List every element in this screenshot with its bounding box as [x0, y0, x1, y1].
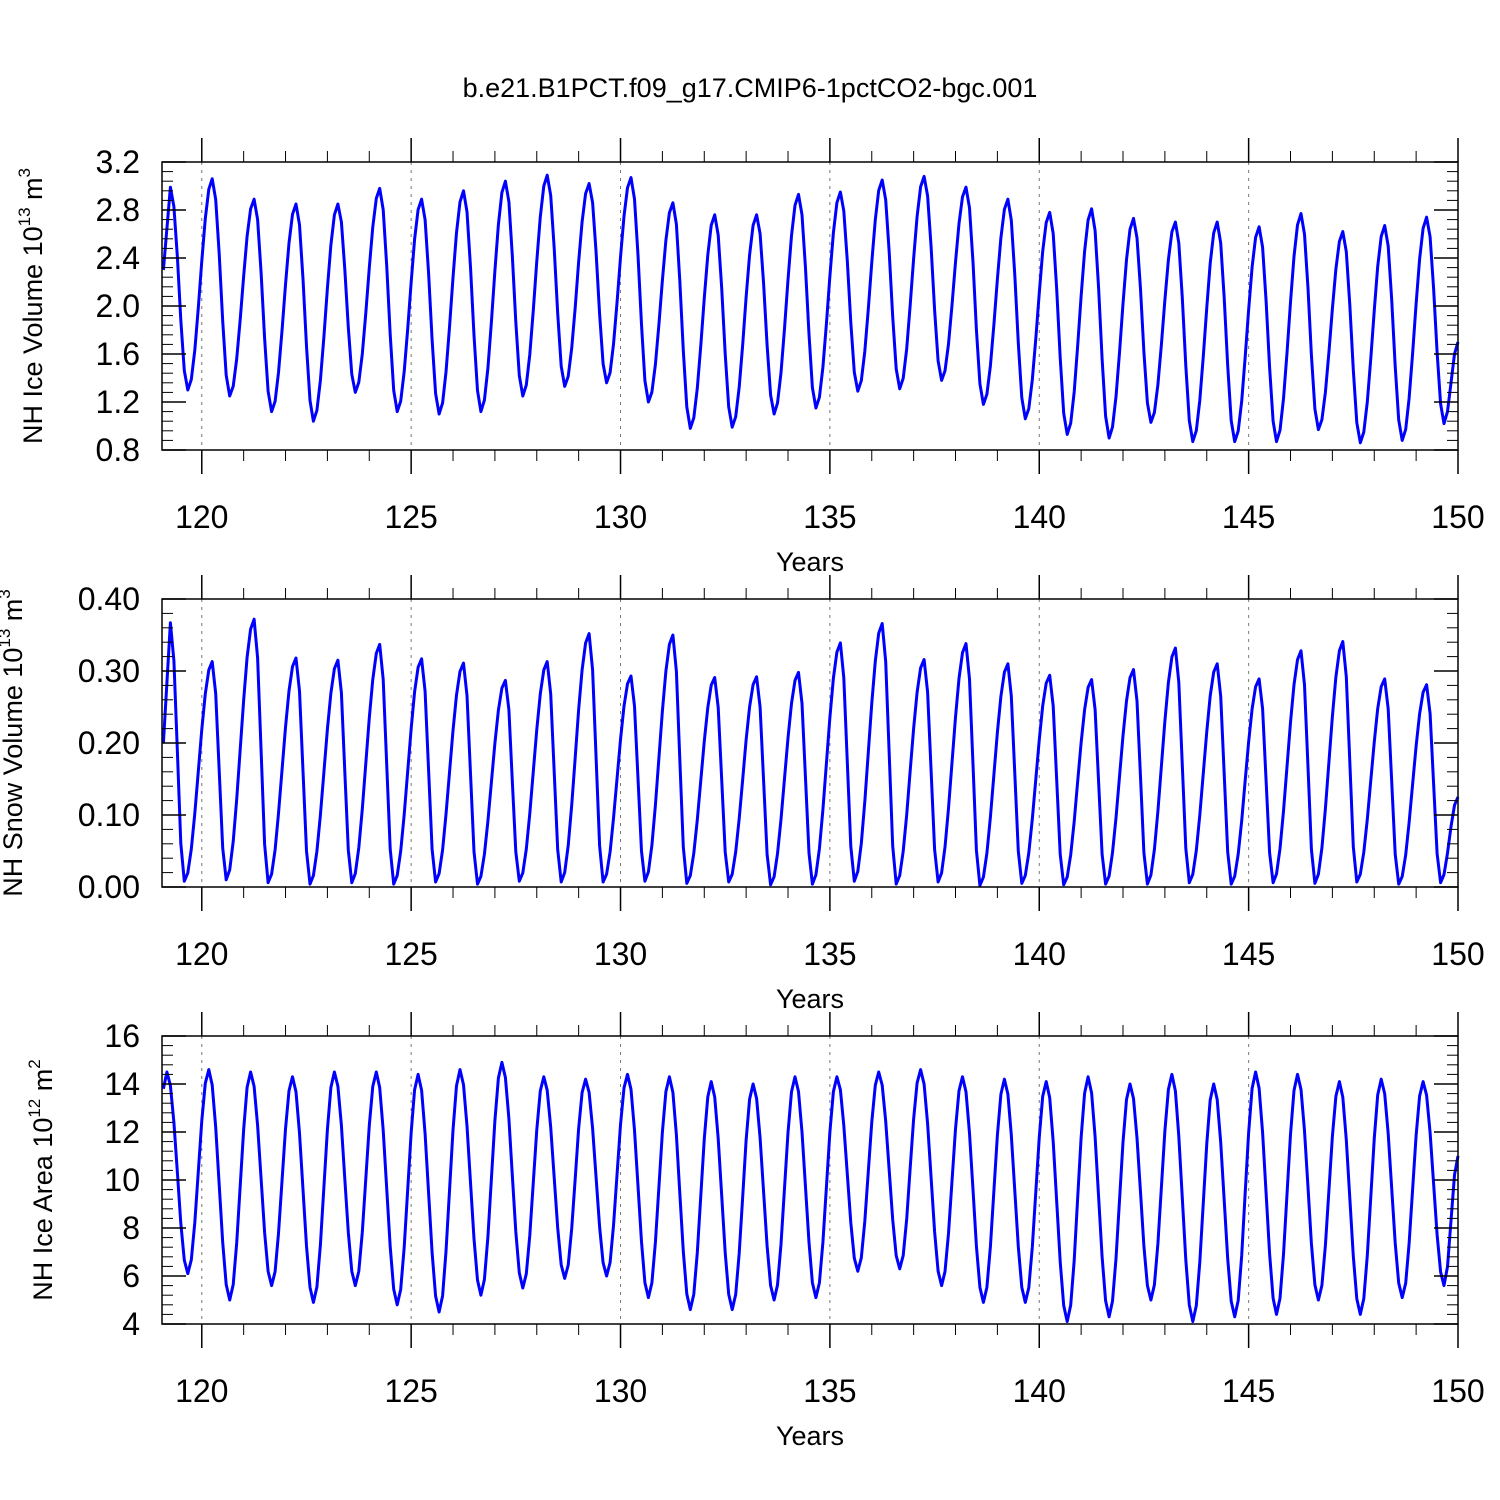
x-tick-label: 145: [1222, 499, 1275, 535]
x-tick-label: 120: [175, 499, 228, 535]
y-tick-label: 2.4: [96, 240, 140, 276]
plot-frame: [161, 161, 1459, 451]
y-axis-label: NH Ice Area 1012 m2: [25, 1059, 58, 1300]
y-tick-label: 0.10: [78, 797, 140, 833]
y-axis-label-unit-power: 3: [15, 168, 34, 177]
y-tick-label: 2.8: [96, 192, 140, 228]
series-line-snow-volume: [161, 617, 1460, 888]
y-axis-label: NH Snow Volume 1013 m3: [0, 589, 28, 897]
y-tick-label: 0.30: [78, 653, 140, 689]
y-tick-label: 16: [104, 1018, 140, 1054]
y-axis-label: NH Ice Volume 1013 m3: [15, 168, 48, 444]
y-tick-label: 2.0: [96, 288, 140, 324]
x-axis-label: Years: [776, 1421, 844, 1451]
x-tick-label: 140: [1013, 936, 1066, 972]
x-tick-label: 130: [594, 1373, 647, 1409]
series-line-ice-area: [161, 1060, 1460, 1324]
x-axis-label: Years: [776, 984, 844, 1014]
y-axis-label-unit: m: [18, 177, 48, 207]
x-tick-label: 130: [594, 936, 647, 972]
y-tick-label: 0.8: [96, 432, 140, 468]
y-tick-label: 4: [122, 1306, 140, 1342]
y-tick-label: 1.6: [96, 336, 140, 372]
x-tick-label: 145: [1222, 1373, 1275, 1409]
series-line-ice-volume: [161, 173, 1460, 445]
y-tick-label: 1.2: [96, 384, 140, 420]
x-tick-label: 135: [803, 936, 856, 972]
y-axis-label-text: NH Ice Area 10: [28, 1118, 58, 1301]
x-tick-label: 135: [803, 499, 856, 535]
y-axis-label-unit-power: 2: [25, 1059, 44, 1068]
y-tick-label: 14: [104, 1066, 140, 1102]
y-tick-label: 0.20: [78, 725, 140, 761]
x-tick-label: 140: [1013, 1373, 1066, 1409]
y-tick-label: 3.2: [96, 144, 140, 180]
y-tick-label: 0.00: [78, 869, 140, 905]
y-tick-label: 12: [104, 1114, 140, 1150]
panel-ice-volume: 120 125 130 135 140 145 150 0.8 1.2 1.6 2.0 2.4 2.8 3…: [15, 138, 1485, 577]
x-tick-label: 140: [1013, 499, 1066, 535]
panel-ice-area: 120 125 130 135 140 145 150 4 6 8 10 12 14 16 Years NH …: [25, 1012, 1485, 1451]
y-tick-label: 0.40: [78, 581, 140, 617]
y-axis-label-exponent: 13: [0, 629, 14, 648]
y-axis-label-unit: m: [28, 1069, 58, 1099]
plot-area: 120 125 130 135 140 145 150 0.8 1.2 1.6 2.0 2.4 2.8 3…: [0, 138, 1485, 1451]
x-tick-label: 135: [803, 1373, 856, 1409]
y-tick-label: 6: [122, 1258, 140, 1294]
y-tick-label: 8: [122, 1210, 140, 1246]
x-tick-label: 125: [384, 1373, 437, 1409]
y-axis-label-unit-power: 3: [0, 589, 14, 598]
y-axis-label-exponent: 12: [25, 1099, 44, 1118]
y-axis-label-unit: m: [0, 599, 28, 629]
figure-title: b.e21.B1PCT.f09_g17.CMIP6-1pctCO2-bgc.00…: [463, 73, 1038, 103]
panel-snow-volume: 120 125 130 135 140 145 150 0.00 0.10 0.20 0.30 0.4…: [0, 575, 1485, 1014]
x-tick-label: 150: [1431, 1373, 1484, 1409]
x-tick-label: 150: [1431, 499, 1484, 535]
y-axis-label-text: NH Ice Volume 10: [18, 226, 48, 444]
y-axis-label-exponent: 13: [15, 207, 34, 226]
x-tick-label: 145: [1222, 936, 1275, 972]
x-tick-label: 120: [175, 936, 228, 972]
x-tick-label: 130: [594, 499, 647, 535]
x-tick-label: 150: [1431, 936, 1484, 972]
y-tick-label: 10: [104, 1162, 140, 1198]
x-tick-label: 125: [384, 499, 437, 535]
x-axis-label: Years: [776, 547, 844, 577]
x-tick-label: 120: [175, 1373, 228, 1409]
x-tick-label: 125: [384, 936, 437, 972]
y-axis-label-text: NH Snow Volume 10: [0, 648, 28, 897]
